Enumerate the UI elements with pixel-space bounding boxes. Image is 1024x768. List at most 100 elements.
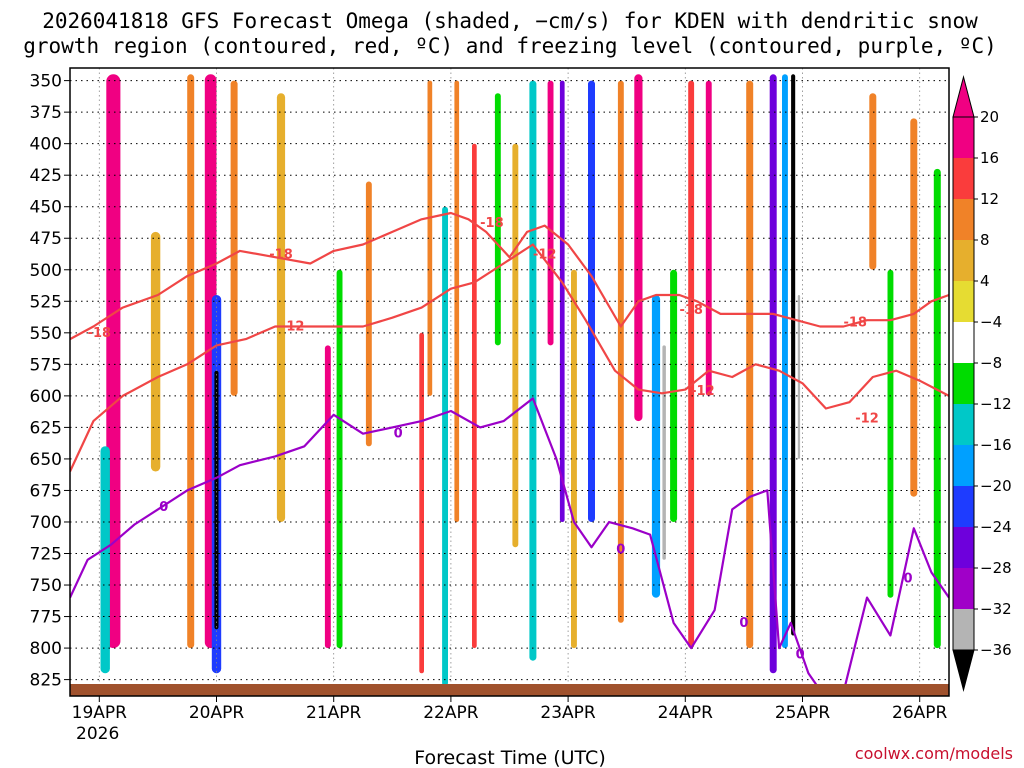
colorbar-tick-label-11: −28	[980, 559, 1012, 577]
colorbar: 20 16 12 8 4 −4 −8 −12 −16 −20 −24 −28 −32 −36	[952, 75, 1012, 692]
omega-band-25	[559, 80, 565, 522]
contour-label-freezing-level-1: 0	[394, 427, 403, 442]
omega-band-42	[810, 80, 818, 611]
omega-band-3	[150, 231, 161, 472]
x-axis-title: Forecast Time (UTC)	[414, 747, 605, 768]
omega-band-22	[512, 143, 519, 548]
omega-band-46	[910, 118, 918, 497]
omega-band-37	[746, 80, 754, 649]
omega-band-23	[529, 80, 537, 661]
colorbar-band--8--4	[953, 322, 974, 364]
x-tick-label-25APR: 25APR	[775, 703, 831, 723]
colorbar-band-12-16	[953, 158, 974, 200]
terrain-strip	[70, 684, 949, 696]
colorbar-band--36--32	[953, 609, 974, 651]
colorbar-tick-label-7: −12	[980, 395, 1012, 413]
colorbar-tick-label-4: 4	[980, 272, 990, 290]
colorbar-band--24--20	[953, 486, 974, 528]
plot-frame	[69, 67, 950, 697]
omega-band-21	[494, 93, 501, 346]
contour-label-dgz-minus-18-2: -18	[480, 216, 504, 231]
contour-label-dgz-minus-12-1: -12	[533, 248, 557, 263]
omega-band-27	[588, 80, 595, 522]
contour-label-dgz-minus-12-0: -12	[281, 320, 305, 335]
colorbar-band--28--24	[953, 527, 974, 569]
omega-band-34	[688, 80, 695, 649]
y-tick-label-350: 350	[30, 72, 62, 92]
colorbar-band--16--12	[953, 404, 974, 446]
colorbar-tick-label-8: −16	[980, 436, 1012, 454]
x-tick-label-21APR: 21APR	[306, 703, 362, 723]
y-tick-label-675: 675	[30, 481, 62, 501]
y-tick-label-725: 725	[30, 545, 62, 565]
y-tick-label-625: 625	[30, 418, 62, 438]
colorbar-tick-label-13: −36	[980, 641, 1012, 659]
colorbar-band-4-8	[953, 240, 974, 282]
contour-label-dgz-minus-18-3: -18	[679, 303, 703, 318]
colorbar-band-8-12	[953, 199, 974, 241]
colorbar-band--32--28	[953, 568, 974, 610]
y-tick-label-525: 525	[30, 292, 62, 312]
colorbar-tick-label-10: −24	[980, 518, 1012, 536]
y-tick-label-750: 750	[30, 576, 62, 596]
omega-band-31	[651, 295, 661, 598]
contour-label-freezing-level-2: 0	[616, 543, 625, 558]
omega-band-45	[887, 269, 894, 598]
x-tick-label-19APR: 19APR	[72, 703, 128, 723]
colorbar-frame	[952, 116, 975, 651]
colorbar-tick-label-3: 8	[980, 231, 990, 249]
omega-band-30	[634, 74, 643, 422]
colorbar-tick-label-2: 12	[980, 190, 999, 208]
colorbar-tick-label-12: −32	[980, 600, 1012, 618]
credit-text: coolwx.com/models	[855, 744, 1013, 763]
y-tick-label-500: 500	[30, 261, 62, 281]
y-tick-label-700: 700	[30, 513, 62, 533]
omega-band-11	[312, 295, 320, 661]
omega-band-1	[100, 446, 110, 674]
omega-band-17	[427, 80, 433, 396]
omega-band-16	[419, 332, 424, 674]
chart-title-line2: growth region (contoured, red, ºC) and f…	[23, 34, 997, 58]
x-axis: 19APR 20APR 21APR 22APR 23APR 24APR 25APR 26APR	[72, 696, 948, 723]
y-tick-label-575: 575	[30, 355, 62, 375]
y-tick-label-550: 550	[30, 324, 62, 344]
omega-band-36	[723, 143, 730, 333]
x-tick-label-22APR: 22APR	[423, 703, 479, 723]
grid-lines	[70, 68, 949, 696]
omega-band-8	[230, 80, 238, 396]
colorbar-tick-label-0: 20	[980, 108, 999, 126]
omega-shading	[100, 74, 941, 686]
chart-title-line1: 2026041818 GFS Forecast Omega (shaded, −…	[42, 9, 978, 33]
omega-band-24	[547, 80, 554, 346]
contour-label-dgz-minus-18-1: -18	[269, 248, 293, 263]
colorbar-band--4-4	[953, 281, 974, 323]
contour-label-freezing-level-4: 0	[796, 647, 805, 662]
omega-band-26	[571, 269, 577, 649]
y-tick-label-375: 375	[30, 103, 62, 123]
omega-band-38	[769, 74, 777, 674]
colorbar-tick-label-5: −4	[980, 313, 1002, 331]
omega-band-2	[130, 93, 139, 459]
y-tick-label-400: 400	[30, 135, 62, 155]
contour-label-freezing-level-3: 0	[739, 616, 748, 631]
x-tick-label-20APR: 20APR	[189, 703, 245, 723]
contour-label-dgz-minus-12-3: -12	[855, 412, 879, 427]
omega-band-40	[791, 74, 796, 636]
colorbar-band--20--16	[953, 445, 974, 487]
y-tick-label-425: 425	[30, 166, 62, 186]
colorbar-top-arrow	[952, 75, 975, 118]
y-tick-label-650: 650	[30, 450, 62, 470]
omega-band-10	[276, 93, 286, 522]
omega-band-12	[324, 345, 331, 649]
omega-band-32	[662, 345, 666, 560]
contour-dgz-minus-18	[70, 211, 949, 341]
omega-band-20	[472, 143, 477, 649]
y-tick-label-475: 475	[30, 229, 62, 249]
colorbar-tick-label-1: 16	[980, 149, 999, 167]
x-tick-label-24APR: 24APR	[658, 703, 714, 723]
colorbar-band-16-20	[953, 117, 974, 159]
y-axis: 350 375 400 425 450 475 500 525 550 575 600 625 650 6…	[30, 72, 70, 691]
y-tick-label-775: 775	[30, 608, 62, 628]
contour-label-dgz-minus-18-4: -18	[843, 316, 867, 331]
